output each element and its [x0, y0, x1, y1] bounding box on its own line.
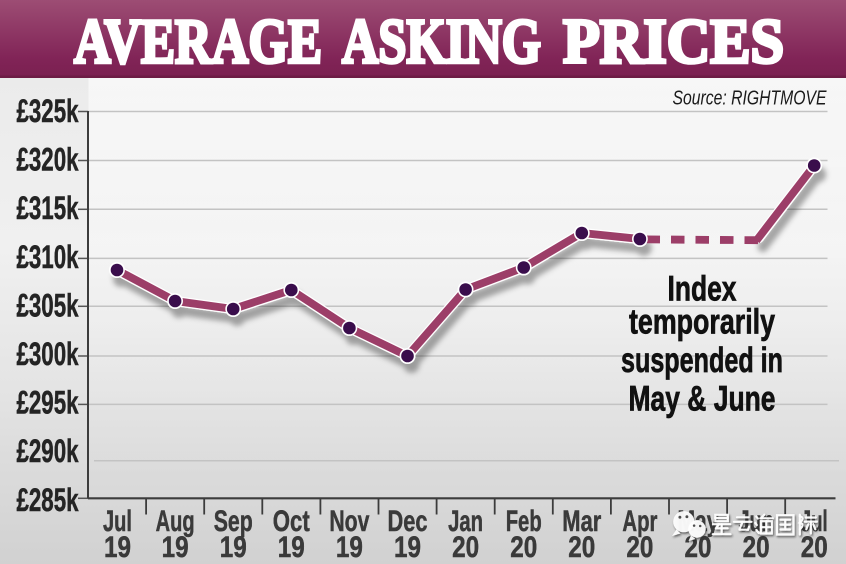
- svg-text:Jul: Jul: [103, 505, 132, 538]
- svg-text:£300k: £300k: [17, 336, 79, 372]
- svg-text:19: 19: [104, 531, 131, 564]
- svg-text:20: 20: [626, 531, 653, 564]
- svg-text:Dec: Dec: [388, 505, 428, 538]
- svg-text:19: 19: [162, 531, 189, 564]
- svg-text:£305k: £305k: [17, 287, 79, 323]
- svg-text:PRICES: PRICES: [563, 6, 784, 77]
- svg-text:ASKING: ASKING: [342, 6, 541, 77]
- svg-text:£315k: £315k: [17, 190, 79, 226]
- svg-text:Mar: Mar: [562, 505, 601, 538]
- svg-text:Aug: Aug: [156, 505, 195, 538]
- svg-text:19: 19: [336, 531, 363, 564]
- svg-text:Feb: Feb: [506, 505, 542, 538]
- svg-text:Source: RIGHTMOVE: Source: RIGHTMOVE: [673, 87, 827, 110]
- svg-text:£320k: £320k: [17, 142, 79, 178]
- svg-text:20: 20: [452, 531, 479, 564]
- svg-text:£290k: £290k: [17, 433, 79, 469]
- svg-text:Jan: Jan: [448, 505, 483, 538]
- svg-text:20: 20: [568, 531, 595, 564]
- svg-text:temporarily: temporarily: [629, 303, 775, 342]
- svg-text:£285k: £285k: [17, 482, 79, 518]
- svg-text:19: 19: [394, 531, 421, 564]
- svg-text:Sep: Sep: [214, 505, 253, 538]
- svg-text:suspended in: suspended in: [621, 341, 783, 380]
- svg-text:20: 20: [510, 531, 537, 564]
- svg-text:Oct: Oct: [273, 505, 310, 538]
- svg-text:20: 20: [743, 531, 770, 564]
- svg-text:£310k: £310k: [17, 239, 79, 275]
- svg-text:20: 20: [801, 531, 828, 564]
- svg-text:£295k: £295k: [17, 385, 79, 421]
- svg-text:Apr: Apr: [622, 505, 657, 538]
- svg-text:19: 19: [278, 531, 305, 564]
- svg-text:19: 19: [220, 531, 247, 564]
- svg-text:£325k: £325k: [17, 93, 79, 129]
- svg-text:AVERAGE: AVERAGE: [74, 6, 322, 77]
- svg-text:Nov: Nov: [329, 505, 369, 538]
- svg-text:May & June: May & June: [629, 380, 776, 419]
- svg-text:Index: Index: [668, 270, 737, 309]
